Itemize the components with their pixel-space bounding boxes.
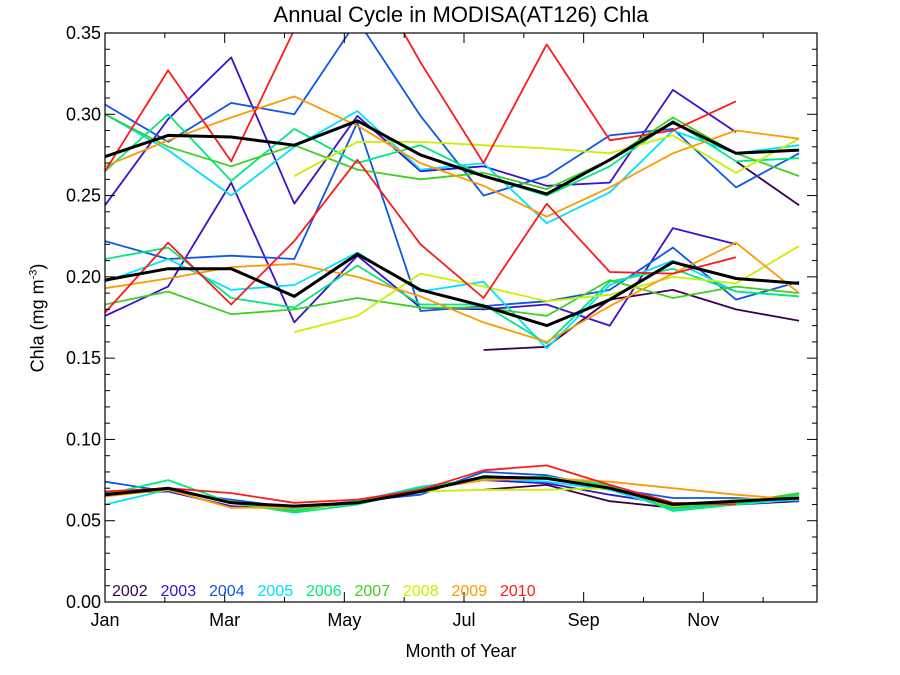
axes-layer: Jan Mar May Jul Sep Nov 0.00 0.05 0.10 0.15 0.20 0.… bbox=[66, 23, 817, 630]
mean-lower-line bbox=[105, 475, 800, 508]
legend-item-2002: 2002 bbox=[112, 583, 148, 600]
x-tick-label: Jan bbox=[90, 610, 119, 630]
series-layer bbox=[105, 33, 800, 514]
x-tick-label: May bbox=[327, 610, 361, 630]
series-2010-lower-line bbox=[105, 464, 737, 506]
series-2008-middle-line bbox=[294, 245, 800, 333]
y-tick-label: 0.30 bbox=[66, 104, 101, 124]
series-2004-upper-line bbox=[105, 33, 800, 197]
legend-item-2007: 2007 bbox=[355, 583, 391, 600]
mean-middle-line bbox=[105, 252, 800, 328]
series-2007-middle-line bbox=[105, 279, 800, 317]
y-tick-label: 0.10 bbox=[66, 429, 101, 449]
series-2002-upper-line bbox=[735, 160, 800, 207]
series-2010-middle-line bbox=[105, 158, 737, 314]
legend-item-2005: 2005 bbox=[258, 583, 294, 600]
mean-upper-line bbox=[105, 119, 800, 196]
x-tick-label: Mar bbox=[209, 610, 240, 630]
x-tick-label: Nov bbox=[687, 610, 719, 630]
y-tick-label: 0.20 bbox=[66, 267, 101, 287]
x-tick-label: Jul bbox=[452, 610, 475, 630]
y-tick-label: 0.35 bbox=[66, 23, 101, 43]
series-2008-upper-line bbox=[293, 134, 800, 177]
legend: 2002 2003 2004 2005 2006 2007 2008 2009 2010 bbox=[112, 583, 536, 600]
series-2009-upper-line bbox=[105, 95, 800, 218]
legend-item-2006: 2006 bbox=[306, 583, 342, 600]
chart-title: Annual Cycle in MODISA(AT126) Chla bbox=[273, 2, 649, 27]
y-tick-label: 0.15 bbox=[66, 348, 101, 368]
x-tick-label: Sep bbox=[568, 610, 600, 630]
legend-item-2004: 2004 bbox=[209, 583, 245, 600]
series-2007-upper-line bbox=[105, 113, 800, 191]
plot-frame bbox=[104, 32, 818, 603]
legend-item-2010: 2010 bbox=[500, 583, 536, 600]
series-2010-upper-line bbox=[105, 33, 737, 172]
legend-item-2009: 2009 bbox=[452, 583, 488, 600]
x-axis-label: Month of Year bbox=[405, 641, 517, 661]
y-tick-label: 0.05 bbox=[66, 511, 101, 531]
y-tick-label: 0.00 bbox=[66, 592, 101, 612]
legend-item-2003: 2003 bbox=[161, 583, 197, 600]
series-2005-upper-line bbox=[105, 110, 800, 225]
legend-item-2008: 2008 bbox=[403, 583, 439, 600]
y-tick-label: 0.25 bbox=[66, 186, 101, 206]
series-2006-middle-line bbox=[105, 246, 800, 345]
series-2002-middle-line bbox=[483, 288, 800, 351]
